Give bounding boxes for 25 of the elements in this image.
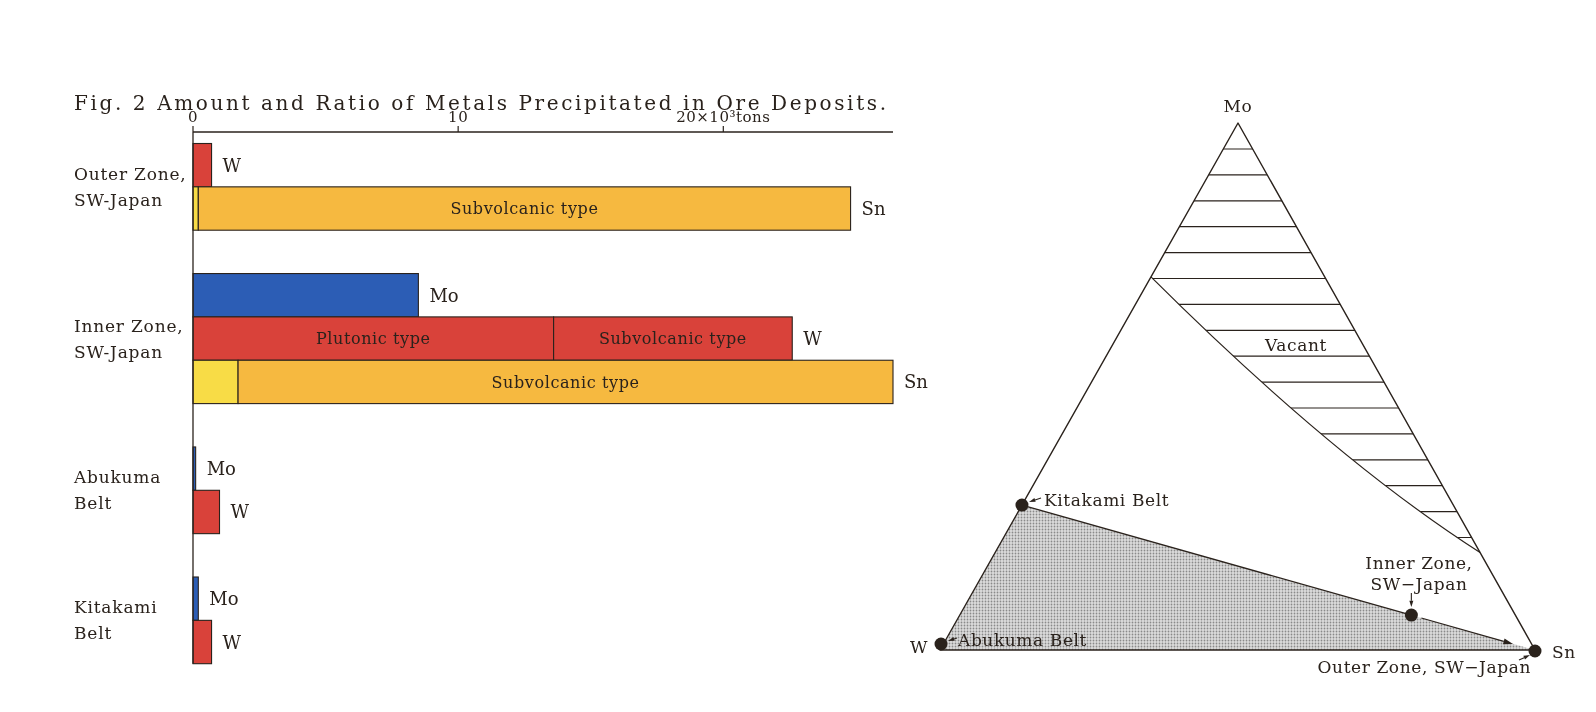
series-label: Sn	[861, 198, 886, 220]
text: Mo	[209, 588, 239, 610]
text: W	[803, 328, 822, 350]
data-label: Subvolcanic type	[598, 329, 747, 349]
data-label: Plutonic type	[315, 329, 431, 349]
text: Inner Zone, SW−Japan	[1365, 552, 1473, 594]
text: Outer Zone, SW−Japan	[1317, 657, 1531, 678]
text: Sn	[1552, 642, 1576, 663]
data-label: Subvolcanic type	[491, 372, 640, 392]
text: W	[909, 637, 928, 658]
data-label: Subvolcanic type	[450, 199, 599, 219]
text: Kitakami Belt	[74, 597, 158, 644]
text: Abukuma Belt	[73, 467, 162, 514]
text: Outer Zone, SW-Japan	[74, 163, 187, 210]
text: Vacant	[1264, 335, 1327, 356]
text: Inner Zone, SW-Japan	[74, 315, 184, 362]
text: Sn	[904, 371, 928, 393]
text: W	[222, 631, 242, 653]
series-label: Mo	[429, 284, 459, 306]
text: Mo	[1223, 96, 1253, 117]
text: Mo	[206, 458, 236, 480]
text: Kitakami Belt	[1044, 490, 1170, 511]
series-label: W	[222, 154, 242, 176]
text: Abukuma Belt	[957, 630, 1088, 651]
text: W	[230, 501, 250, 523]
